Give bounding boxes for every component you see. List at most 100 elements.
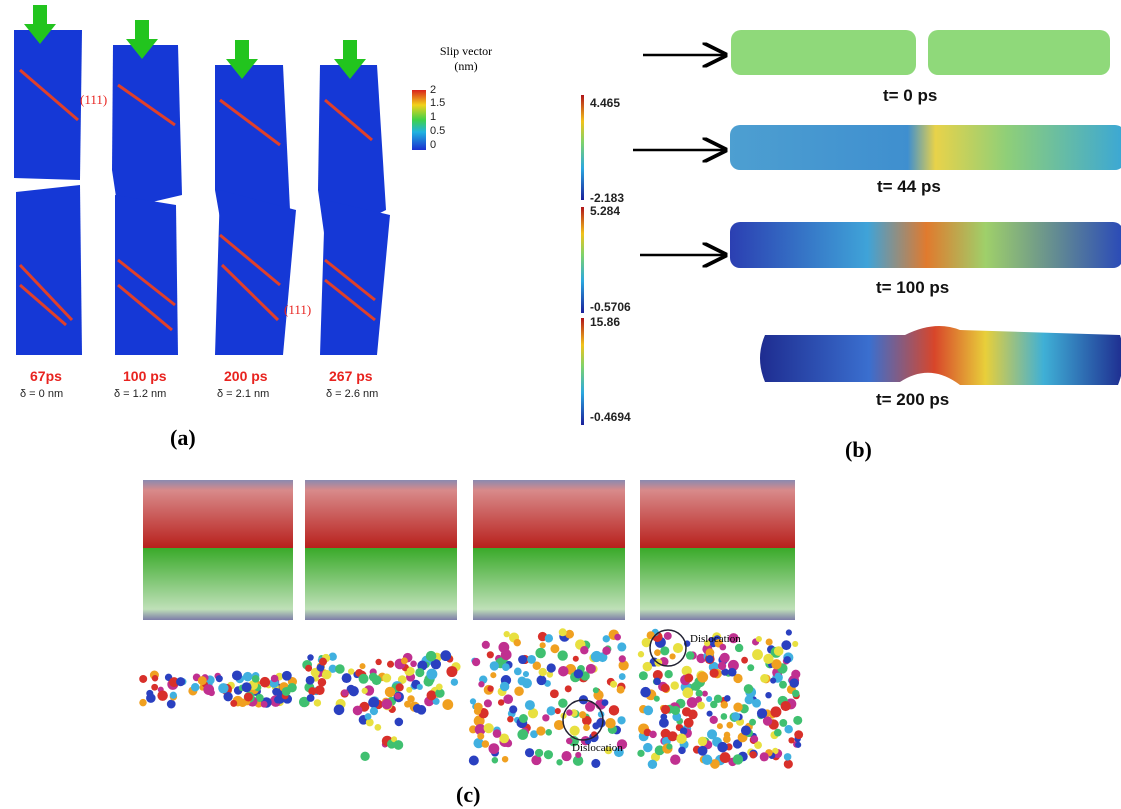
panel-a-atoms (14, 30, 390, 355)
atom (781, 640, 791, 650)
atom (535, 648, 545, 658)
time-label: 267 ps (329, 368, 373, 384)
atom (766, 638, 773, 645)
atom (490, 672, 496, 678)
wire-t0-left (731, 30, 916, 75)
atom (382, 674, 391, 683)
atom (697, 672, 708, 683)
atom (504, 631, 510, 637)
colorbar-title: Slip vector (nm) (436, 44, 496, 74)
atom (774, 646, 784, 656)
plane-label: (111) (80, 92, 107, 108)
atom (152, 675, 158, 681)
atom (559, 628, 567, 636)
atom (697, 702, 705, 710)
atom (660, 646, 669, 655)
atom (550, 689, 559, 698)
atom (517, 729, 528, 740)
atom (481, 709, 488, 716)
atom (318, 678, 327, 687)
atom (271, 675, 279, 683)
atom (788, 737, 794, 743)
atom (570, 726, 580, 736)
atom (365, 713, 372, 720)
atom (643, 743, 652, 752)
atom (519, 714, 528, 723)
atom (404, 701, 411, 708)
panel-label: (c) (456, 782, 480, 808)
atom (643, 706, 653, 716)
atom (678, 747, 686, 755)
figure: Slip vector (nm) 2 1.5 1 0.5 0 (111) (11… (0, 0, 1121, 809)
atom (493, 729, 502, 738)
colorbar-3 (581, 318, 584, 425)
atom (503, 694, 513, 704)
atom (752, 649, 763, 660)
atom (696, 690, 703, 697)
colorbar-min: -0.4694 (590, 410, 631, 424)
atom (395, 718, 404, 727)
atom (724, 695, 731, 702)
atom (334, 704, 345, 715)
atom (671, 706, 680, 715)
atom (565, 685, 572, 692)
slip-colorbar (412, 90, 426, 150)
atom (556, 759, 562, 765)
atom (617, 716, 625, 724)
atom (698, 737, 707, 746)
atom (537, 675, 547, 685)
atom (385, 687, 395, 697)
atom (151, 684, 158, 691)
atom (682, 687, 693, 698)
atom (482, 740, 490, 748)
atom (586, 664, 596, 674)
time-label: 100 ps (123, 368, 167, 384)
atom (244, 693, 253, 702)
atom (426, 651, 437, 662)
atom (216, 675, 223, 682)
atom (757, 708, 767, 718)
atom (375, 659, 381, 665)
atom (359, 663, 365, 669)
atom (282, 671, 292, 681)
colorbar-1 (581, 95, 584, 200)
atom (261, 701, 268, 708)
atom (315, 685, 325, 695)
atom (523, 671, 529, 677)
atom (474, 703, 483, 712)
atom (760, 752, 769, 761)
atom (676, 734, 686, 744)
plane-label: (111) (284, 302, 311, 318)
atom (619, 673, 626, 680)
atom (664, 670, 672, 678)
atom (756, 636, 762, 642)
atom (717, 742, 728, 753)
atom (605, 718, 615, 728)
atom (410, 660, 417, 667)
atom (242, 682, 252, 692)
atom (659, 718, 669, 728)
atom (252, 675, 260, 683)
atom (752, 699, 761, 708)
atom (484, 699, 492, 707)
atom (514, 668, 522, 676)
atom (426, 669, 437, 680)
atom (786, 629, 792, 635)
wire-t200 (760, 326, 1121, 385)
atom (348, 668, 354, 674)
atom (721, 701, 728, 708)
atom (784, 725, 792, 733)
atom (550, 644, 559, 653)
atom (661, 705, 670, 714)
atom (617, 642, 626, 651)
atom (282, 687, 291, 696)
time-label: 200 ps (224, 368, 268, 384)
wire-t100 (730, 222, 1121, 268)
atom (720, 752, 731, 763)
atom (602, 699, 609, 706)
atom (718, 662, 726, 670)
atom (720, 653, 730, 663)
atom (394, 693, 401, 700)
panel-label: (a) (170, 425, 196, 451)
atom (451, 678, 458, 685)
